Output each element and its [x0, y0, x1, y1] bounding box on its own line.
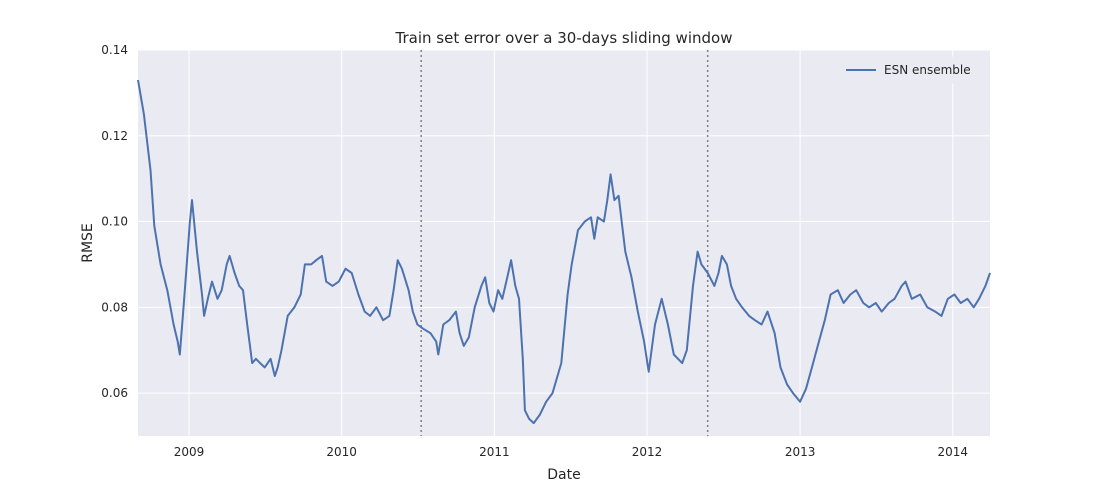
y-tick-label: 0.08 [101, 300, 128, 314]
x-tick-label: 2014 [938, 445, 969, 459]
x-axis-label: Date [547, 467, 580, 483]
y-tick-label: 0.12 [101, 129, 128, 143]
y-axis-label: RMSE [80, 223, 96, 263]
y-tick-label: 0.06 [101, 386, 128, 400]
x-tick-labels: 2009 2010 2011 2012 2013 2014 [174, 445, 968, 459]
y-tick-label: 0.14 [101, 43, 128, 57]
x-tick-label: 2009 [174, 445, 205, 459]
y-tick-labels: 0.06 0.08 0.10 0.12 0.14 [101, 43, 128, 400]
grid-lines [138, 49, 990, 436]
x-tick-label: 2012 [632, 445, 663, 459]
x-tick-label: 2013 [785, 445, 816, 459]
x-tick-label: 2011 [479, 445, 510, 459]
x-tick-label: 2010 [326, 445, 357, 459]
series-group [137, 79, 991, 425]
chart-title: Train set error over a 30-days sliding w… [395, 29, 733, 47]
series-line-esn-ensemble [137, 79, 991, 425]
plot-background [138, 50, 990, 436]
reference-lines [420, 50, 709, 436]
legend-label: ESN ensemble [884, 63, 971, 77]
y-tick-label: 0.10 [101, 215, 128, 229]
legend: ESN ensemble [837, 56, 985, 84]
